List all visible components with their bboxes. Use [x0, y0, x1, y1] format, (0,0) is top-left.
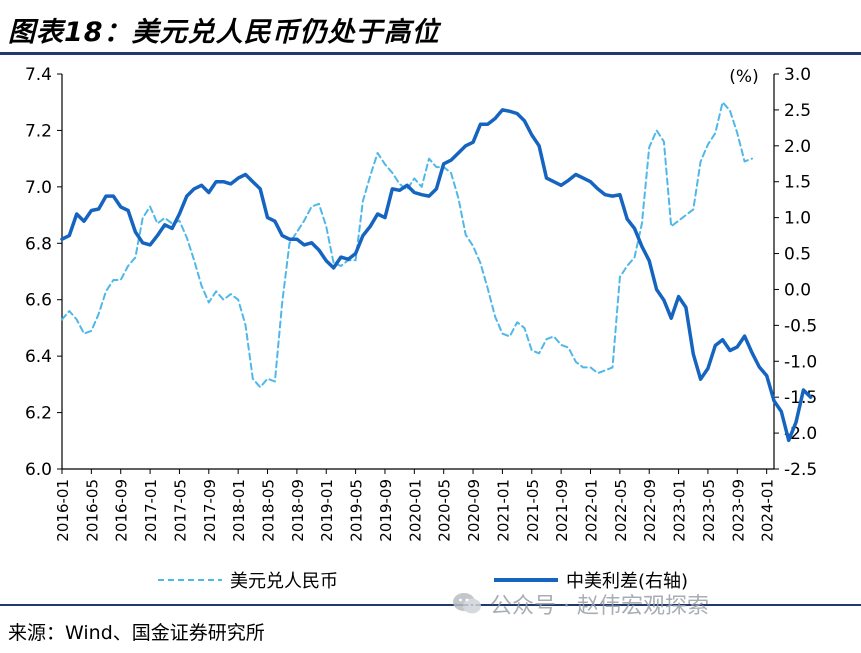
x-tick-label: 2019-09: [377, 479, 395, 542]
x-tick-label: 2020-09: [465, 479, 483, 542]
x-tick-label: 2016-05: [83, 479, 101, 542]
x-tick-label: 2017-09: [201, 479, 219, 542]
x-tick-label: 2017-05: [171, 479, 189, 542]
watermark: 公众号 · 赵伟宏观探索: [452, 588, 709, 620]
right-tick-label: -0.5: [784, 316, 817, 336]
bottom-rule: [0, 604, 861, 606]
right-tick-label: 2.0: [784, 137, 811, 157]
x-tick-label: 2018-09: [289, 479, 307, 542]
figure-title: 图表18：美元兑人民币仍处于高位: [8, 17, 440, 48]
left-tick-label: 6.8: [25, 234, 52, 254]
series-group: [60, 101, 813, 443]
left-tick-label: 6.2: [25, 404, 52, 424]
x-tick-label: 2017-01: [142, 479, 160, 542]
legend-spread-label: 中美利差(右轴): [566, 571, 688, 592]
rate-spread-series-line: [60, 108, 813, 443]
right-tick-label: 1.0: [784, 209, 811, 229]
plot-frame: [61, 74, 775, 470]
left-tick-label: 7.2: [25, 121, 52, 141]
left-tick-label: 7.4: [25, 65, 52, 85]
x-tick-label: 2019-01: [318, 479, 336, 542]
x-tick-label: 2023-01: [671, 479, 689, 542]
title-rule: [0, 52, 861, 55]
right-axis-unit: (%): [729, 67, 758, 87]
x-tick-label: 2021-01: [494, 479, 512, 542]
x-tick-label: 2022-09: [641, 479, 659, 542]
x-tick-label: 2016-01: [54, 479, 72, 542]
x-tick-label: 2020-01: [406, 479, 424, 542]
x-tick-label: 2024-01: [759, 479, 777, 542]
left-tick-label: 7.0: [25, 178, 52, 198]
left-tick-label: 6.4: [25, 347, 52, 367]
x-tick-label: 2022-05: [612, 479, 630, 542]
wechat-logo-icon: [453, 593, 481, 614]
dual-axis-line-chart: 6.06.26.46.66.87.07.27.4 -2.5-2.0-1.5-1.…: [25, 65, 817, 592]
right-tick-label: -2.5: [784, 460, 817, 480]
legend: 美元兑人民币 中美利差(右轴): [158, 571, 688, 592]
x-tick-label: 2018-05: [260, 479, 278, 542]
x-tick-label: 2021-09: [553, 479, 571, 542]
left-tick-label: 6.0: [25, 460, 52, 480]
usdcny-series-line: [61, 101, 753, 389]
left-y-axis: 6.0 6.2 6.4 6.6 6.8 7.0 7.2 7.4: [25, 65, 62, 480]
legend-usdcny-label: 美元兑人民币: [230, 571, 338, 592]
x-tick-label: 2022-01: [582, 479, 600, 542]
right-y-axis: -2.5-2.0-1.5-1.0-0.50.00.51.01.52.02.53.…: [729, 65, 817, 480]
x-tick-label: 2023-09: [729, 479, 747, 542]
right-tick-label: -1.0: [784, 352, 817, 372]
left-tick-label: 6.6: [25, 291, 52, 311]
x-tick-label: 2023-05: [700, 479, 718, 542]
right-tick-label: 1.5: [784, 173, 811, 193]
watermark-text: 公众号 · 赵伟宏观探索: [490, 594, 709, 619]
right-tick-label: 3.0: [784, 65, 811, 85]
x-tick-label: 2020-05: [436, 479, 454, 542]
x-tick-label: 2016-09: [113, 479, 131, 542]
x-axis: 2016-01 2016-05 2016-09 2017-01 2017-05 2017-…: [54, 469, 777, 542]
x-tick-label: 2018-01: [230, 479, 248, 542]
right-tick-label: 0.5: [784, 245, 811, 265]
right-tick-label: 0.0: [784, 280, 811, 300]
x-tick-label: 2019-05: [348, 479, 366, 542]
source-note: 来源：Wind、国金证券研究所: [8, 622, 265, 644]
x-tick-label: 2021-05: [524, 479, 542, 542]
right-tick-label: 2.5: [784, 101, 811, 121]
